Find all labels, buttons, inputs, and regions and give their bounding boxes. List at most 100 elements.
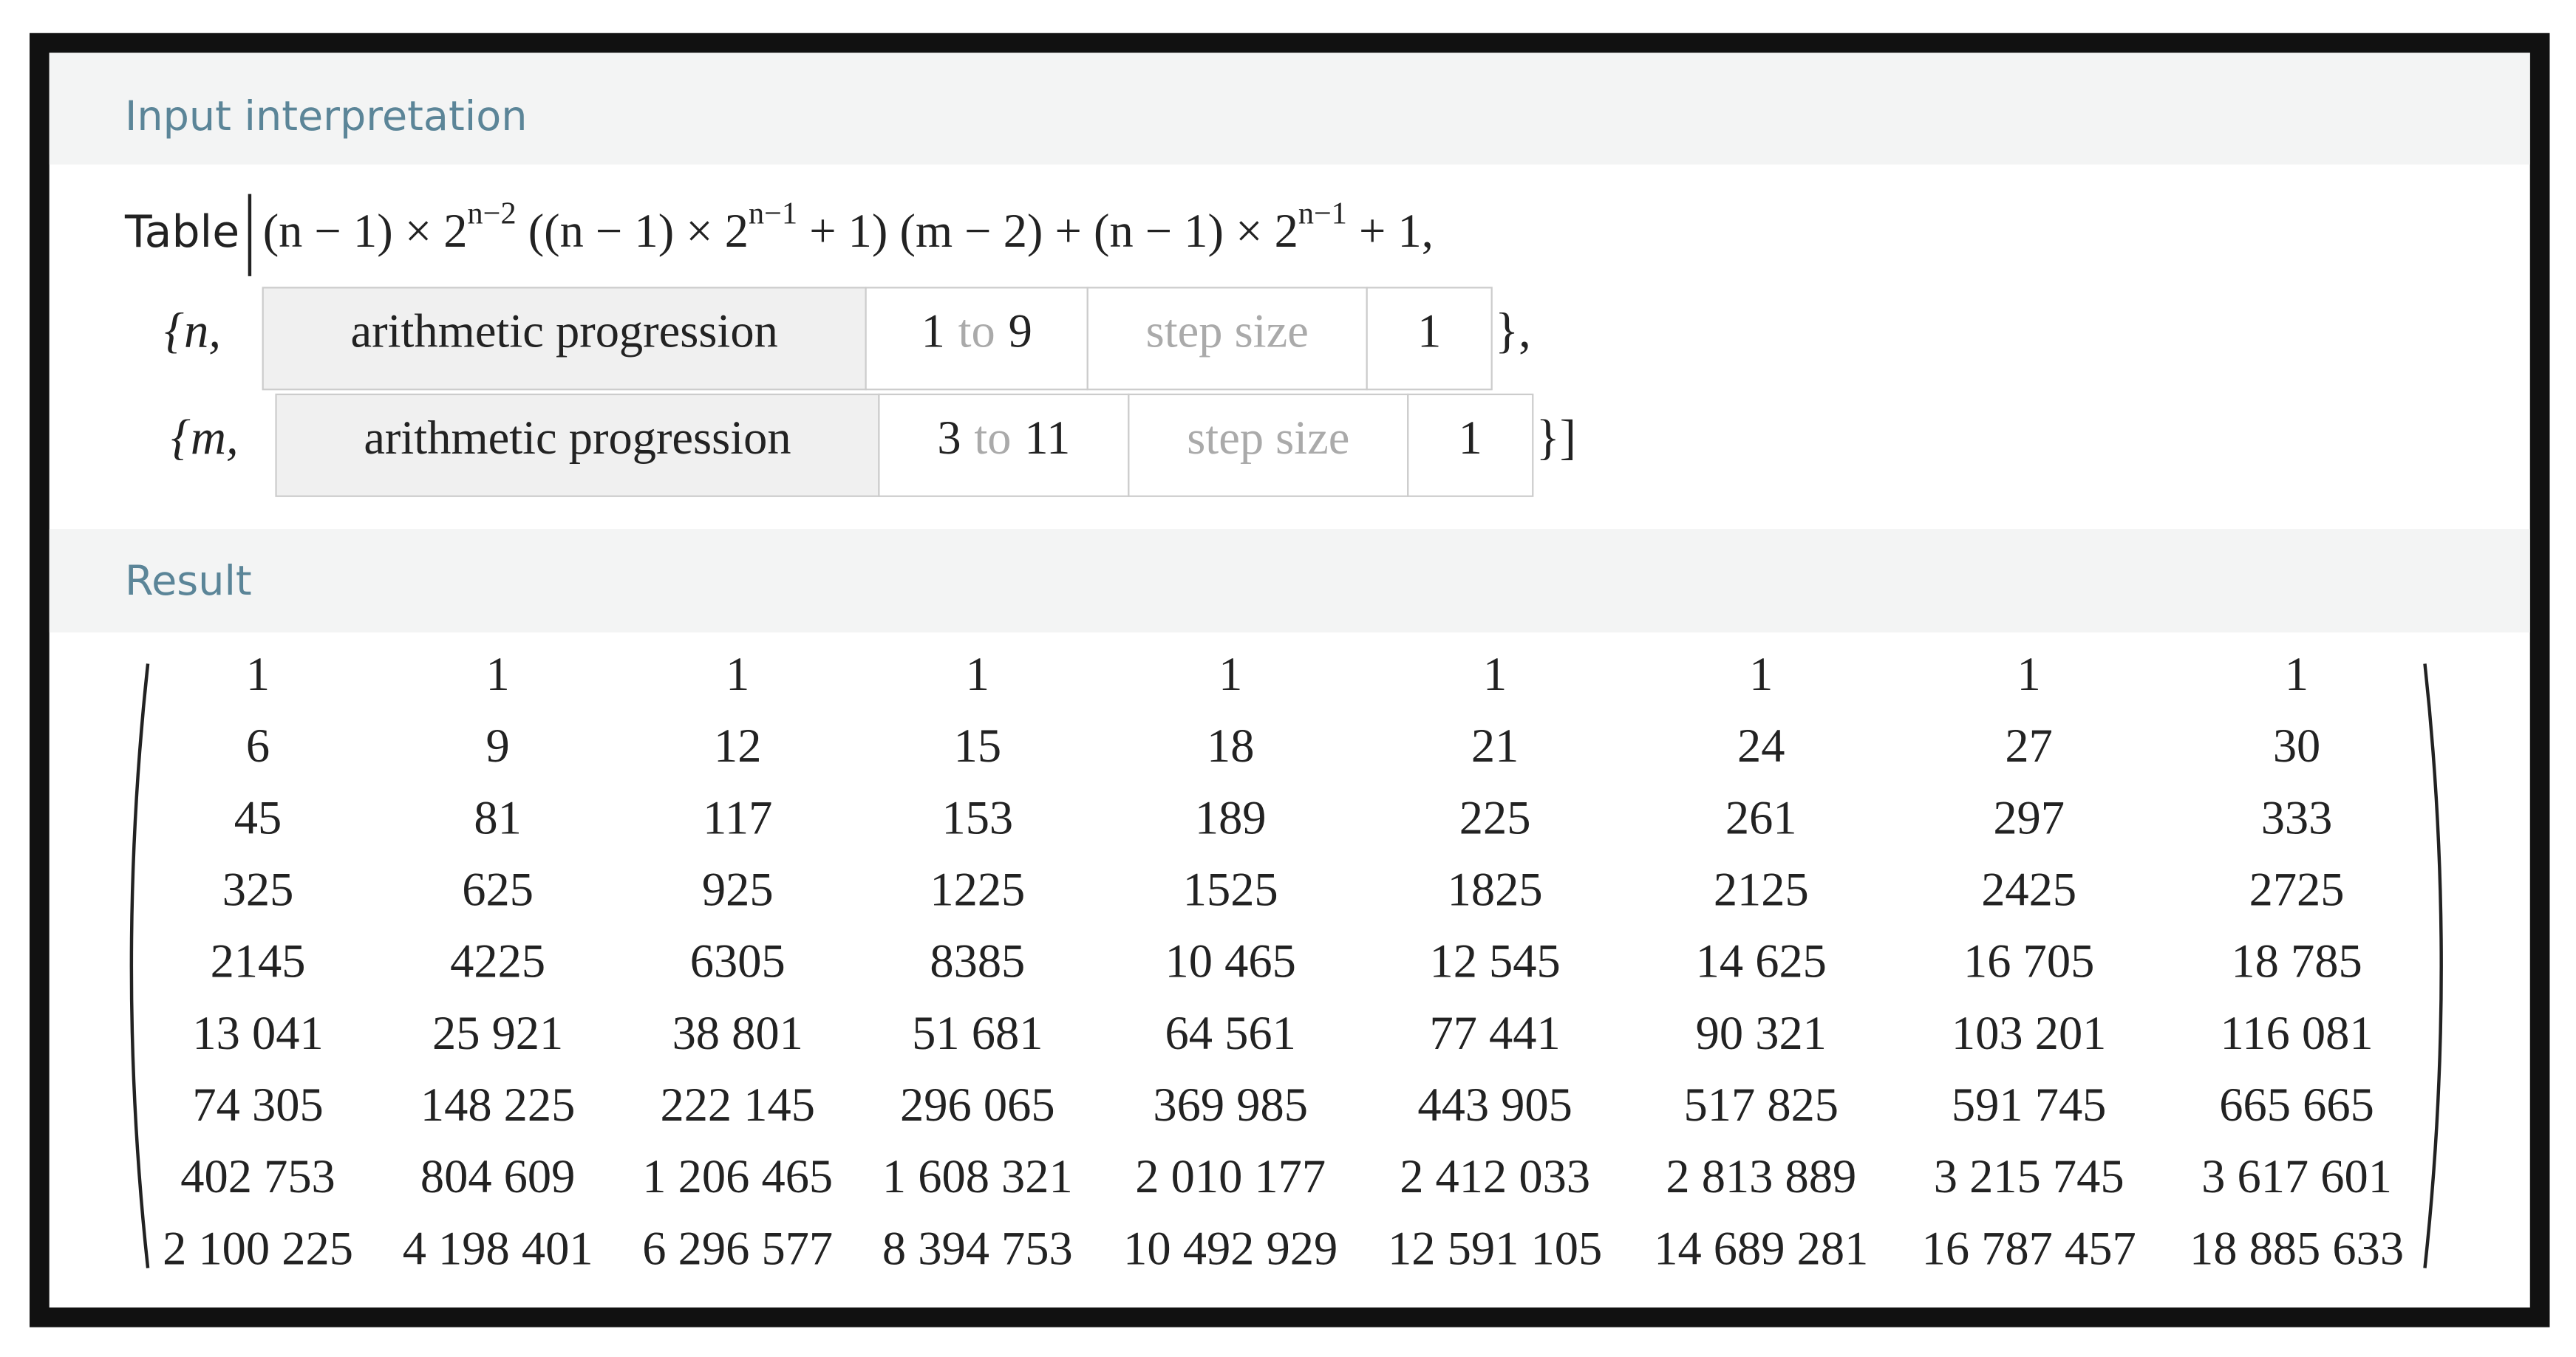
matrix-cell: 6 bbox=[246, 719, 270, 772]
matrix-cell: 369 985 bbox=[1153, 1079, 1308, 1131]
formula-part: + 1, bbox=[1347, 205, 1434, 257]
superscript: n−2 bbox=[468, 196, 517, 231]
matrix-cell: 18 785 bbox=[2231, 935, 2362, 988]
matrix-cell: 665 665 bbox=[2219, 1079, 2374, 1131]
matrix-cell: 1 bbox=[2017, 648, 2041, 700]
range-open: {n, bbox=[164, 304, 221, 358]
matrix-cell: 148 225 bbox=[420, 1079, 576, 1131]
input-band bbox=[49, 52, 2530, 165]
matrix-cell: 3 617 601 bbox=[2201, 1150, 2392, 1203]
cell bbox=[1366, 287, 1493, 391]
matrix-cell: 21 bbox=[1471, 719, 1519, 772]
matrix-cell: 296 065 bbox=[900, 1079, 1055, 1131]
matrix-cell: 12 bbox=[714, 719, 761, 772]
cell bbox=[1086, 287, 1368, 391]
range-to: 11 bbox=[1024, 411, 1070, 464]
step-value: 1 bbox=[1417, 304, 1441, 357]
matrix-cell: 116 081 bbox=[2220, 1007, 2373, 1059]
matrix-cell: 2 010 177 bbox=[1135, 1150, 1326, 1203]
section-title: Input interpretation bbox=[125, 92, 527, 140]
matrix-cell: 1 bbox=[1749, 648, 1773, 700]
step-label: step size bbox=[1146, 304, 1309, 357]
matrix-cell: 261 bbox=[1725, 791, 1797, 844]
matrix-cell: 402 753 bbox=[180, 1150, 335, 1203]
cell bbox=[275, 393, 880, 497]
range-from: 3 bbox=[937, 411, 961, 464]
matrix-cell: 1225 bbox=[930, 864, 1025, 916]
matrix-cell: 1 bbox=[966, 648, 989, 700]
superscript: n−1 bbox=[1298, 196, 1347, 231]
step-label: step size bbox=[1187, 411, 1349, 464]
matrix-cell: 222 145 bbox=[660, 1079, 815, 1131]
matrix-cell: 2145 bbox=[211, 935, 306, 988]
superscript: n−1 bbox=[749, 196, 797, 231]
range-close: }] bbox=[1536, 411, 1576, 465]
matrix-cell: 51 681 bbox=[912, 1007, 1043, 1059]
cell bbox=[262, 287, 867, 391]
matrix-cell: 10 492 929 bbox=[1123, 1222, 1338, 1274]
matrix-cell: 117 bbox=[703, 791, 772, 844]
matrix-cell: 925 bbox=[702, 864, 774, 916]
result-band bbox=[49, 529, 2530, 633]
matrix-cell: 2 412 033 bbox=[1400, 1150, 1590, 1203]
matrix-cell: 325 bbox=[222, 864, 294, 916]
matrix-cell: 64 561 bbox=[1165, 1007, 1296, 1059]
range-bounds: 1 to 9 bbox=[921, 304, 1032, 357]
matrix-cell: 591 745 bbox=[1952, 1079, 2107, 1131]
step-value: 1 bbox=[1459, 411, 1482, 464]
matrix-cell: 4 198 401 bbox=[403, 1222, 593, 1274]
matrix-cell: 12 545 bbox=[1429, 935, 1560, 988]
range-from: 1 bbox=[921, 304, 945, 357]
matrix-cell: 14 689 281 bbox=[1654, 1222, 1868, 1274]
matrix-cell: 297 bbox=[1993, 791, 2065, 844]
cell bbox=[865, 287, 1088, 391]
paren-left bbox=[129, 663, 150, 1268]
formula-part: + 1) (m − 2) + (n − 1) × 2 bbox=[797, 205, 1298, 257]
matrix-cell: 103 201 bbox=[1952, 1007, 2107, 1059]
range-to: 9 bbox=[1009, 304, 1032, 357]
range-open: {m, bbox=[171, 411, 238, 465]
range-to-word: to bbox=[974, 411, 1011, 464]
matrix-cell: 74 305 bbox=[192, 1079, 323, 1131]
range-close: }, bbox=[1495, 304, 1531, 358]
matrix-cell: 804 609 bbox=[420, 1150, 576, 1203]
matrix-cell: 153 bbox=[941, 791, 1013, 844]
cell bbox=[1407, 393, 1534, 497]
range-bounds: 3 to 11 bbox=[937, 411, 1070, 464]
matrix-cell: 13 041 bbox=[192, 1007, 323, 1059]
table-head: Table bbox=[124, 206, 239, 258]
matrix-cell: 443 905 bbox=[1417, 1079, 1572, 1131]
matrix-cell: 2 813 889 bbox=[1666, 1150, 1856, 1203]
matrix-cell: 38 801 bbox=[672, 1007, 803, 1059]
matrix-cell: 4225 bbox=[450, 935, 545, 988]
matrix-cell: 1825 bbox=[1448, 864, 1543, 916]
section-title: Result bbox=[125, 557, 252, 605]
matrix-cell: 12 591 105 bbox=[1388, 1222, 1602, 1274]
matrix-cell: 2125 bbox=[1714, 864, 1809, 916]
range-kind: arithmetic progression bbox=[351, 304, 778, 357]
matrix-cell: 625 bbox=[462, 864, 534, 916]
matrix-cell: 77 441 bbox=[1429, 1007, 1560, 1059]
range-kind: arithmetic progression bbox=[364, 411, 791, 464]
matrix-cell: 1 bbox=[486, 648, 510, 700]
matrix-cell: 333 bbox=[2261, 791, 2333, 844]
matrix-cell: 1 bbox=[1219, 648, 1242, 700]
formula: (n − 1) × 2n−2 ((n − 1) × 2n−1 + 1) (m −… bbox=[263, 196, 1434, 257]
matrix-cell: 27 bbox=[2005, 719, 2052, 772]
formula-part: ((n − 1) × 2 bbox=[517, 205, 749, 257]
cell bbox=[1128, 393, 1409, 497]
matrix-cell: 1 bbox=[1483, 648, 1507, 700]
matrix-cell: 1525 bbox=[1183, 864, 1278, 916]
matrix-cell: 15 bbox=[954, 719, 1001, 772]
formula-part: (n − 1) × 2 bbox=[263, 205, 468, 257]
matrix-cell: 2425 bbox=[1981, 864, 2076, 916]
matrix-cell: 10 465 bbox=[1165, 935, 1296, 988]
matrix-cell: 1 bbox=[726, 648, 749, 700]
matrix-cell: 1 bbox=[246, 648, 270, 700]
frame bbox=[30, 33, 2550, 1327]
range-to-word: to bbox=[958, 304, 995, 357]
matrix-cell: 14 625 bbox=[1696, 935, 1827, 988]
matrix-cell: 225 bbox=[1459, 791, 1531, 844]
